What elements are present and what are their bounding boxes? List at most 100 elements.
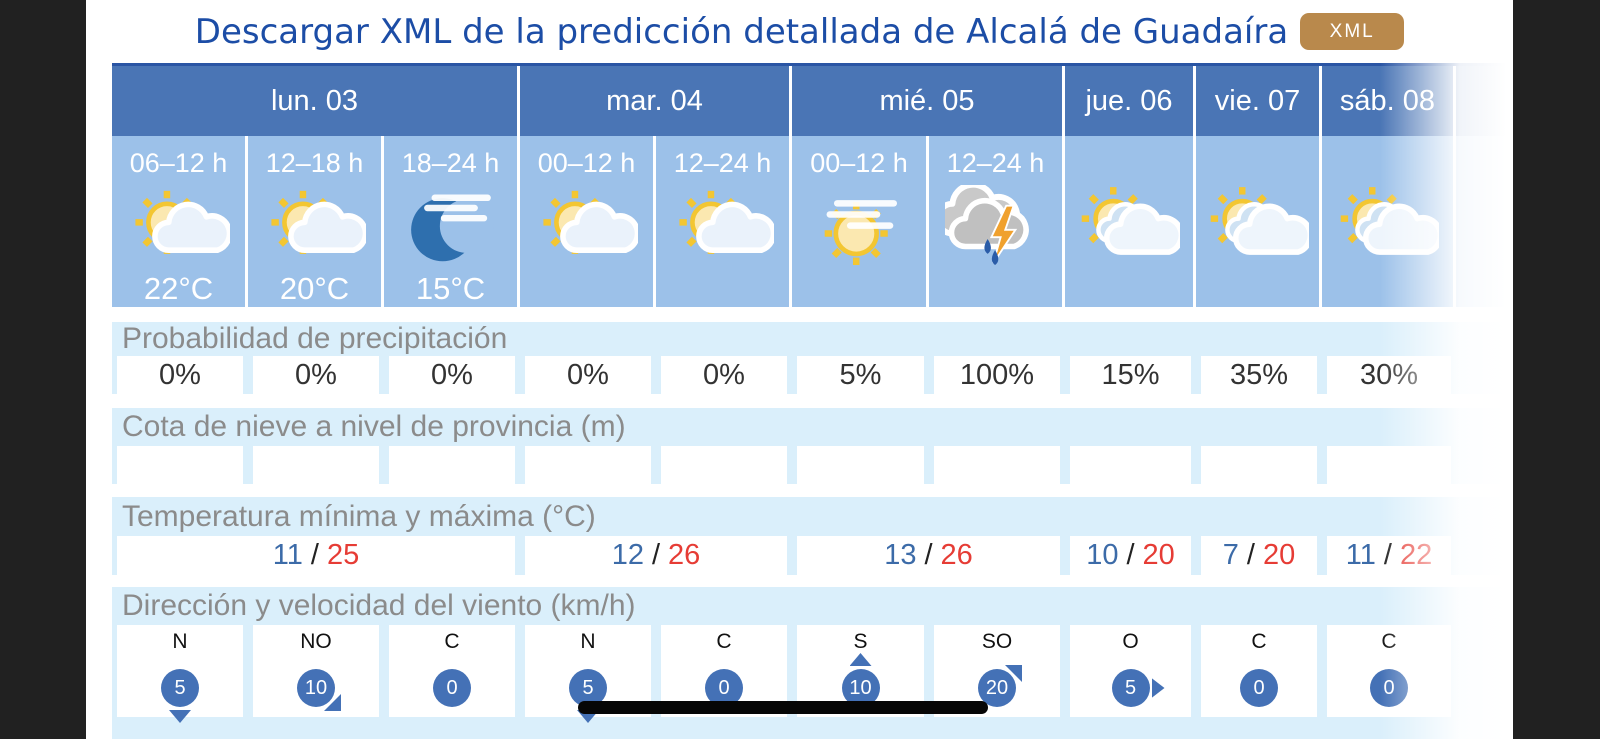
wind-speed-badge: 0 xyxy=(433,669,471,707)
temp-max: 26 xyxy=(668,539,701,571)
snow-value xyxy=(253,446,379,484)
snow-value xyxy=(1070,446,1191,484)
wind-arrow: 0 xyxy=(433,669,471,707)
precip-value: 30% xyxy=(1327,356,1451,394)
xml-download-button[interactable]: XML xyxy=(1300,13,1405,50)
wind-direction: N xyxy=(580,630,596,653)
wind-cell: N 5 xyxy=(117,625,243,717)
horizontal-scrollbar[interactable] xyxy=(578,701,988,714)
precip-value: 0% xyxy=(253,356,379,394)
title-bar: Descargar XML de la predicción detallada… xyxy=(86,0,1513,63)
temperature-minmax: 12 / 26 xyxy=(525,536,787,575)
temp-max: 26 xyxy=(940,539,973,571)
day-header: jue. 06 xyxy=(1065,66,1196,136)
next-section-band xyxy=(112,717,1513,739)
wind-speed-badge: 10 xyxy=(297,669,335,707)
precip-value: 0% xyxy=(525,356,651,394)
temp-max: 22 xyxy=(1399,539,1433,571)
section-snow-level: Cota de nieve a nivel de provincia (m) xyxy=(112,408,1513,484)
time-range-label: 06–12 h xyxy=(129,148,228,178)
sun-high-clouds-icon xyxy=(808,182,910,272)
row-gap xyxy=(112,575,1513,587)
section-label: Dirección y velocidad del viento (km/h) xyxy=(122,589,636,622)
wind-direction: C xyxy=(444,630,460,653)
sun-clouds-icon xyxy=(1207,182,1309,272)
temperature-minmax: 13 / 26 xyxy=(797,536,1060,575)
temp-max: 20 xyxy=(1142,539,1175,571)
cell-temperature: 20°C xyxy=(279,271,350,306)
wind-cell: NO 10 xyxy=(253,625,379,717)
wind-speed-badge: 20 xyxy=(978,669,1016,707)
precipitation-row: 0% 0% 0% 0% 0% 5% 100% 15% 35% 30% xyxy=(112,356,1513,394)
temp-min: 10 xyxy=(1086,539,1119,571)
wind-speed-badge: 10 xyxy=(841,669,880,707)
forecast-cell xyxy=(1065,136,1196,307)
temp-max: 25 xyxy=(326,539,360,571)
forecast-cell xyxy=(1196,136,1322,307)
screen-bezel-right xyxy=(1513,0,1600,739)
forecast-cell: 12–24 h xyxy=(929,136,1065,307)
precip-value: 35% xyxy=(1201,356,1317,394)
section-precipitation: Probabilidad de precipitación 0% 0% 0% 0… xyxy=(112,322,1513,394)
section-temperature: Temperatura mínima y máxima (°C) 11 / 25… xyxy=(112,497,1513,575)
precip-value: 0% xyxy=(661,356,787,394)
time-range-label: 00–12 h xyxy=(810,148,908,178)
wind-direction: S xyxy=(853,630,868,653)
precip-value: 0% xyxy=(117,356,243,394)
temp-separator: / xyxy=(1383,539,1392,571)
snow-value xyxy=(117,446,243,484)
wind-cell: O 5 xyxy=(1070,625,1191,717)
wind-speed-badge: 5 xyxy=(161,669,199,707)
row-gap xyxy=(112,307,1513,322)
column-filler xyxy=(1456,66,1513,136)
wind-arrow: 10 xyxy=(297,669,335,707)
cell-temperature: 15°C xyxy=(415,271,486,306)
wind-arrow: 5 xyxy=(569,669,607,707)
wind-cell: C 0 xyxy=(1201,625,1317,717)
sun-clouds-icon xyxy=(1337,182,1439,272)
wind-speed-badge: 0 xyxy=(705,669,743,707)
wind-arrow: 10 xyxy=(841,669,880,707)
temperature-minmax: 10 / 20 xyxy=(1070,536,1191,575)
forecast-cell: 18–24 h 15°C xyxy=(384,136,520,307)
temp-separator: / xyxy=(310,539,319,571)
wind-arrow: 0 xyxy=(1240,669,1278,707)
wind-direction: C xyxy=(1251,630,1267,653)
snow-value xyxy=(389,446,515,484)
day-header: sáb. 08 xyxy=(1322,66,1456,136)
wind-arrow: 5 xyxy=(1111,669,1150,707)
forecast-cell xyxy=(1322,136,1456,307)
precip-value: 5% xyxy=(797,356,924,394)
day-header: mié. 05 xyxy=(792,66,1065,136)
temperature-minmax: 11 / 25 xyxy=(117,536,515,575)
forecast-table: lun. 03 mar. 04 mié. 05 jue. 06 vie. 07 … xyxy=(112,63,1513,739)
temperature-minmax: 7 / 20 xyxy=(1201,536,1317,575)
forecast-cell: 00–12 h xyxy=(520,136,656,307)
moon-high-clouds-icon xyxy=(400,182,502,271)
wind-cell: C 0 xyxy=(1327,625,1451,717)
temperature-minmax: 11 / 22 xyxy=(1327,536,1451,575)
time-range-label: 12–24 h xyxy=(946,148,1045,178)
snow-value xyxy=(1327,446,1451,484)
forecast-cell: 00–12 h xyxy=(792,136,929,307)
day-header: vie. 07 xyxy=(1196,66,1322,136)
cell-temperature: 22°C xyxy=(143,271,214,306)
weather-icon-row: 06–12 h 22°C 12–18 h 20°C 18–24 h 15°C 0… xyxy=(112,136,1513,307)
snow-value xyxy=(1201,446,1317,484)
temp-separator: / xyxy=(1246,539,1255,571)
wind-speed-badge: 5 xyxy=(569,669,607,707)
wind-arrow: 0 xyxy=(705,669,743,707)
time-range-label: 00–12 h xyxy=(537,148,636,178)
section-wind: Dirección y velocidad del viento (km/h) … xyxy=(112,587,1513,717)
page-title[interactable]: Descargar XML de la predicción detallada… xyxy=(194,11,1289,52)
temp-min: 7 xyxy=(1222,539,1239,571)
temp-min: 11 xyxy=(1345,539,1376,571)
wind-direction: C xyxy=(1381,630,1397,653)
forecast-cell: 06–12 h 22°C xyxy=(112,136,248,307)
wind-speed-badge: 0 xyxy=(1370,669,1408,707)
wind-direction: O xyxy=(1122,630,1139,653)
temp-min: 11 xyxy=(272,539,303,571)
temp-separator: / xyxy=(1126,539,1135,571)
snow-level-row xyxy=(112,446,1513,484)
